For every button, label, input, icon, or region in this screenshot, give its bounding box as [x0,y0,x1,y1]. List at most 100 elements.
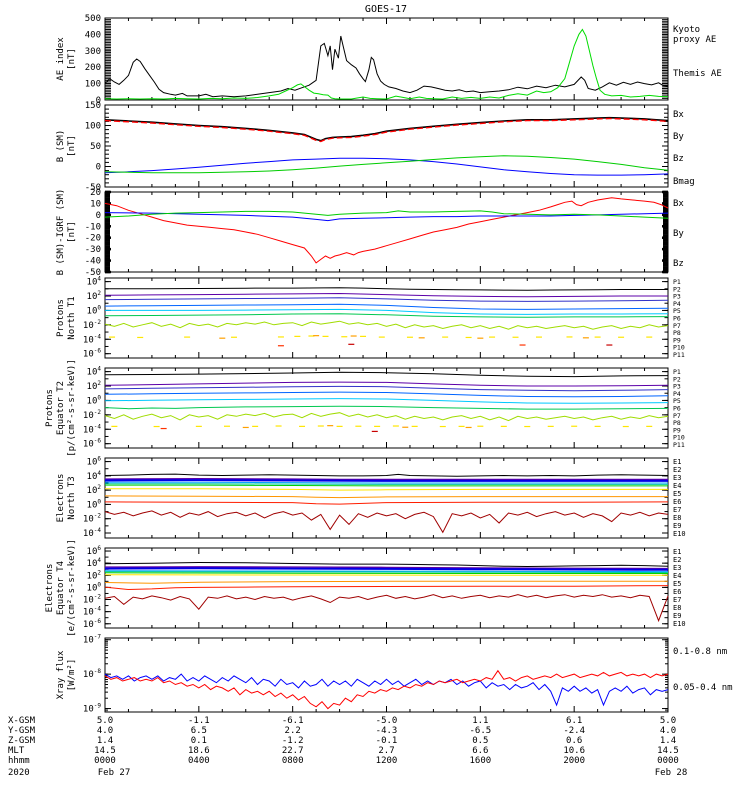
y-tick-label: 100 [87,394,102,406]
row-value: -6.5 [469,726,491,736]
row-value: 0.6 [566,736,582,746]
series-e7 [104,574,668,576]
series-p5 [104,398,669,404]
y-tick-label: 10-2 [83,409,101,421]
legend-e6: E6 [673,588,681,596]
y-axis-title: Xray flux [56,650,66,699]
y-axis-ticks [105,104,668,188]
legend-e10: E10 [673,620,686,628]
y-tick-label: 300 [85,47,101,57]
legend-themis-ae: Themis AE [673,69,722,79]
row-value: 6.5 [191,726,207,736]
series-e1 [104,561,669,568]
series-by [104,210,669,219]
legend-p1: P1 [673,278,681,286]
axis-row-hhmm: hhmm 0000 0400 0800 1200 1600 2000 0000 [8,756,679,766]
panel-frame [104,637,669,713]
series-e8 [104,495,668,499]
y-tick-label: 400 [85,30,101,40]
row-value: 0000 [94,756,116,766]
y-tick-label: 10-4 [83,333,101,345]
row-value: 1200 [376,756,398,766]
y-tick-label: 10-6 [83,348,101,360]
legend-e8: E8 [673,604,681,612]
y-axis-title: Electrons [56,474,66,523]
legend-p2: P2 [673,285,681,293]
legend-bx: Bx [673,199,684,209]
legend-p7: P7 [673,322,681,330]
y-tick-label: -20 [85,234,101,244]
series-p9 [219,335,589,339]
y-axis-title: Equator T4 [56,561,66,615]
row-value: 5.0 [660,716,676,726]
axis-row-x-gsm: X-GSM 5.0 -1.1 -6.1 -5.0 1.1 6.1 5.0 [8,716,676,726]
series-e9 [104,585,669,591]
legend-p3: P3 [673,383,681,391]
y-tick-label: 100 [87,304,102,316]
row-value: 0.1 [191,736,207,746]
y-tick-label: 10-2 [83,594,101,606]
legend-e3: E3 [673,564,681,572]
legend-bmag: Bmag [673,177,695,187]
legend-e8: E8 [673,514,681,522]
panel-b-sm: -50 0 50 100 150 Bx By Bz Bmag B (SM) [nT] [56,101,695,193]
y-tick-label: 10-9 [83,703,101,715]
row-value: 14.5 [657,746,679,756]
row-value: 1600 [469,756,491,766]
series-e5 [104,571,669,573]
y-tick-label: -10 [85,222,101,232]
y-tick-label: 104 [87,557,102,569]
legend-p3: P3 [673,293,681,301]
legend-by: By [673,132,684,142]
y-axis-title: Protons [56,299,66,337]
row-value: 0000 [657,756,679,766]
row-value: 1.1 [472,716,488,726]
y-tick-label: 10-2 [83,319,101,331]
row-value: -1.1 [188,716,210,726]
row-value: 1.4 [97,736,113,746]
legend-e10: E10 [673,530,686,538]
row-value: 0800 [282,756,304,766]
axis-row-z-gsm: Z-GSM 1.4 0.1 -1.2 -0.1 0.5 0.6 1.4 [8,736,676,746]
y-tick-label: 10-6 [83,618,101,630]
row-value: 4.0 [97,726,113,736]
legend-e9: E9 [673,612,681,620]
series-p1 [104,371,669,378]
plot-title: GOES-17 [365,4,407,15]
series-e3 [104,479,668,482]
y-tick-label: 10-8 [83,668,101,680]
panel-frame [104,17,669,101]
series-e2 [104,566,669,570]
row-value: 10.6 [563,746,585,756]
legend-e4: E4 [673,482,681,490]
series-e6 [104,572,668,574]
row-value: -5.0 [376,716,398,726]
row-value: 2.7 [378,746,394,756]
date-start: Feb 27 [98,768,131,778]
series-p10 [277,344,526,347]
legend-0-05-0-4-nm: 0.05-0.4 nm [673,683,733,693]
y-axis-title: [nT] [67,135,77,157]
row-value: 4.0 [660,726,676,736]
y-axis-title: AE index [56,37,66,81]
x-axis-ticks [104,458,669,538]
y-tick-label: -30 [85,245,101,255]
row-value: 18.6 [188,746,210,756]
axis-row-y-gsm: Y-GSM 4.0 6.5 2.2 -4.3 -6.5 -2.4 4.0 [8,726,676,736]
x-axis-ticks [104,278,669,358]
series-e6 [105,484,668,487]
y-axis-title: [nT] [67,48,77,70]
y-tick-label: 104 [87,366,102,378]
series-p4 [104,303,669,310]
y-tick-label: -50 [85,183,101,193]
panel-electrons-north-t3: 106 104 102 100 10-2 10-4 E1E2E3E4E5E6E7E8E9E1… [56,456,686,539]
y-tick-label: -50 [85,268,101,278]
legend-e2: E2 [673,556,681,564]
legend-bz: Bz [673,259,684,269]
legend-p9: P9 [673,336,681,344]
series-e10 [104,510,669,534]
legend-e5: E5 [673,490,681,498]
date-row: 2020 Feb 27 Feb 28 [8,768,687,778]
